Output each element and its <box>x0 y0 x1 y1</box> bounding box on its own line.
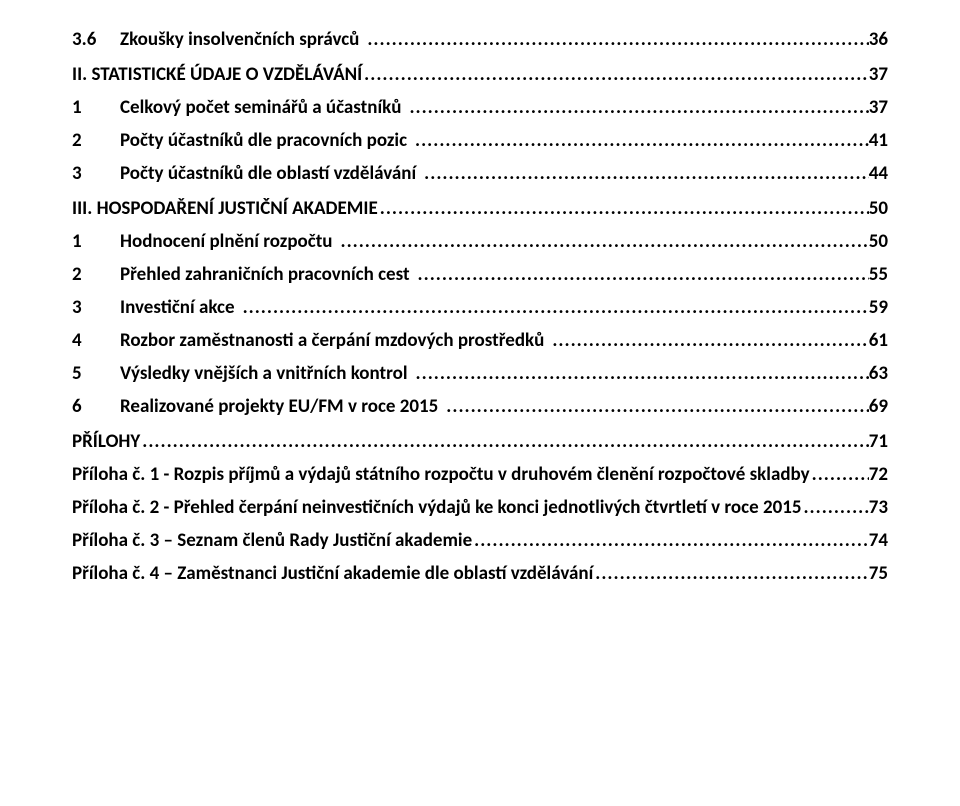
toc-page-number: 50 <box>869 197 888 220</box>
toc-title: Příloha č. 1 - Rozpis příjmů a výdajů st… <box>72 463 810 486</box>
toc-num: III. <box>72 197 92 220</box>
toc-leader <box>810 463 869 486</box>
toc-num: 3 <box>72 296 120 319</box>
toc-leader <box>801 496 868 519</box>
toc-label: Příloha č. 1 - Rozpis příjmů a výdajů st… <box>72 463 810 486</box>
toc-entry: 4Rozbor zaměstnanosti a čerpání mzdových… <box>72 329 888 352</box>
toc-leader <box>241 296 869 319</box>
toc-page-number: 69 <box>869 395 888 418</box>
toc-leader <box>362 63 869 86</box>
toc-label: 4Rozbor zaměstnanosti a čerpání mzdových… <box>72 329 550 352</box>
toc-num: 3.6 <box>72 28 120 51</box>
toc-label: II. STATISTICKÉ ÚDAJE O VZDĚLÁVÁNÍ <box>72 63 362 86</box>
toc-entry: 3Investiční akce 59 <box>72 296 888 319</box>
toc-label: 1Celkový počet seminářů a účastníků <box>72 96 407 119</box>
toc-page-number: 37 <box>869 96 888 119</box>
toc-title: PŘÍLOHY <box>72 430 140 453</box>
toc-entry: 1Celkový počet seminářů a účastníků 37 <box>72 96 888 119</box>
toc-leader <box>472 529 869 552</box>
toc-label: Příloha č. 2 - Přehled čerpání neinvesti… <box>72 496 801 519</box>
toc-page-number: 59 <box>869 296 888 319</box>
toc-page-number: 37 <box>869 63 888 86</box>
toc-title: Hodnocení plnění rozpočtu <box>120 230 333 253</box>
toc-page-number: 61 <box>869 329 888 352</box>
toc-page-number: 50 <box>869 230 888 253</box>
toc-title: Rozbor zaměstnanosti a čerpání mzdových … <box>120 329 544 352</box>
toc-label: Příloha č. 3 – Seznam členů Rady Justičn… <box>72 529 472 552</box>
toc-label: 3Investiční akce <box>72 296 241 319</box>
toc-num: 1 <box>72 96 120 119</box>
toc-label: 6Realizované projekty EU/FM v roce 2015 <box>72 395 444 418</box>
toc-appendix-entry: Příloha č. 3 – Seznam členů Rady Justičn… <box>72 529 888 552</box>
toc-title: Příloha č. 4 – Zaměstnanci Justiční akad… <box>72 562 593 585</box>
toc-title: Výsledky vnějších a vnitřních kontrol <box>120 362 408 385</box>
toc-leader <box>339 230 869 253</box>
toc-num: II. <box>72 63 87 86</box>
toc-num: 5 <box>72 362 120 385</box>
toc-leader <box>413 129 869 152</box>
toc-section-heading: III. HOSPODAŘENÍ JUSTIČNÍ AKADEMIE 50 <box>72 197 888 220</box>
toc-label: 1Hodnocení plnění rozpočtu <box>72 230 339 253</box>
toc-leader <box>593 562 868 585</box>
toc-page-number: 41 <box>869 129 888 152</box>
toc-leader <box>378 197 869 220</box>
toc-leader <box>414 362 869 385</box>
toc-label: III. HOSPODAŘENÍ JUSTIČNÍ AKADEMIE <box>72 197 378 220</box>
toc-page-number: 55 <box>869 263 888 286</box>
toc-title: Investiční akce <box>120 296 235 319</box>
toc-num: 6 <box>72 395 120 418</box>
toc-label: PŘÍLOHY <box>72 430 140 453</box>
toc-label: 3.6Zkoušky insolvenčních správců <box>72 28 365 51</box>
toc-page-number: 63 <box>869 362 888 385</box>
toc-appendix-entry: Příloha č. 1 - Rozpis příjmů a výdajů st… <box>72 463 888 486</box>
toc-entry: 1Hodnocení plnění rozpočtu 50 <box>72 230 888 253</box>
toc-title: Realizované projekty EU/FM v roce 2015 <box>120 395 438 418</box>
toc-label: 5Výsledky vnějších a vnitřních kontrol <box>72 362 414 385</box>
toc-entry: 3Počty účastníků dle oblastí vzdělávání … <box>72 162 888 185</box>
toc-label: 2Počty účastníků dle pracovních pozic <box>72 129 413 152</box>
toc-title: Celkový počet seminářů a účastníků <box>120 96 401 119</box>
toc-page: 3.6Zkoušky insolvenčních správců 36 II. … <box>0 0 960 806</box>
toc-entry: 2Přehled zahraničních pracovních cest 55 <box>72 263 888 286</box>
toc-title: Přehled zahraničních pracovních cest <box>120 263 410 286</box>
toc-entry: 5Výsledky vnějších a vnitřních kontrol 6… <box>72 362 888 385</box>
toc-page-number: 75 <box>869 562 888 585</box>
toc-title: Příloha č. 3 – Seznam členů Rady Justičn… <box>72 529 472 552</box>
toc-num: 2 <box>72 129 120 152</box>
toc-entry: 6Realizované projekty EU/FM v roce 2015 … <box>72 395 888 418</box>
toc-title: HOSPODAŘENÍ JUSTIČNÍ AKADEMIE <box>97 197 378 220</box>
toc-leader <box>550 329 868 352</box>
toc-page-number: 72 <box>869 463 888 486</box>
toc-num: 3 <box>72 162 120 185</box>
toc-appendix-entry: Příloha č. 2 - Přehled čerpání neinvesti… <box>72 496 888 519</box>
toc-section-heading: PŘÍLOHY 71 <box>72 430 888 453</box>
toc-label: 3Počty účastníků dle oblastí vzdělávání <box>72 162 422 185</box>
toc-appendix-entry: Příloha č. 4 – Zaměstnanci Justiční akad… <box>72 562 888 585</box>
toc-title: Příloha č. 2 - Přehled čerpání neinvesti… <box>72 496 801 519</box>
toc-entry: 3.6Zkoušky insolvenčních správců 36 <box>72 28 888 51</box>
toc-page-number: 44 <box>869 162 888 185</box>
toc-section-heading: II. STATISTICKÉ ÚDAJE O VZDĚLÁVÁNÍ 37 <box>72 63 888 86</box>
toc-num: 2 <box>72 263 120 286</box>
toc-label: 2Přehled zahraničních pracovních cest <box>72 263 416 286</box>
toc-page-number: 36 <box>869 28 888 51</box>
toc-page-number: 71 <box>869 430 888 453</box>
toc-title: Počty účastníků dle pracovních pozic <box>120 129 407 152</box>
toc-leader <box>407 96 868 119</box>
toc-title: Zkoušky insolvenčních správců <box>120 28 359 51</box>
toc-num: 4 <box>72 329 120 352</box>
toc-title: Počty účastníků dle oblastí vzdělávání <box>120 162 416 185</box>
toc-page-number: 74 <box>869 529 888 552</box>
toc-leader <box>422 162 869 185</box>
toc-num: 1 <box>72 230 120 253</box>
toc-title: STATISTICKÉ ÚDAJE O VZDĚLÁVÁNÍ <box>92 63 363 86</box>
toc-leader <box>140 430 868 453</box>
toc-page-number: 73 <box>869 496 888 519</box>
toc-entry: 2Počty účastníků dle pracovních pozic 41 <box>72 129 888 152</box>
toc-label: Příloha č. 4 – Zaměstnanci Justiční akad… <box>72 562 593 585</box>
toc-leader <box>365 28 868 51</box>
toc-leader <box>416 263 869 286</box>
toc-leader <box>444 395 868 418</box>
